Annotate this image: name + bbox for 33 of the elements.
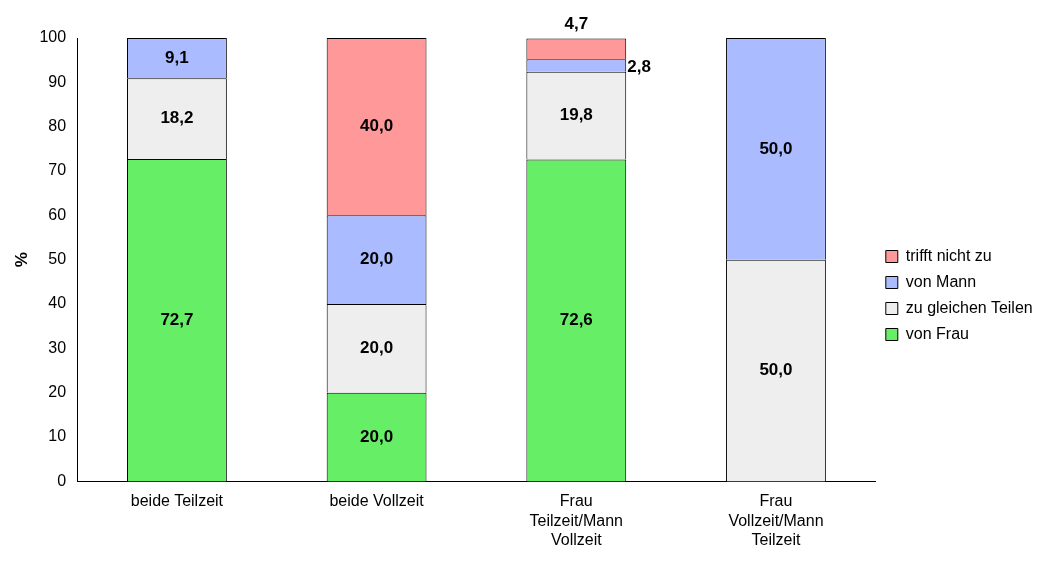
y-tick-label: 100 (39, 28, 67, 46)
y-tick-label: 90 (48, 72, 67, 90)
y-tick-label: 10 (48, 427, 67, 445)
data-label: 2,8 (627, 57, 651, 77)
legend-label: von Frau (905, 324, 969, 342)
x-tick-label: Frau Vollzeit/Mann Teilzeit (728, 492, 824, 548)
data-label: 72,7 (160, 309, 194, 329)
data-label: 40,0 (360, 116, 394, 136)
y-axis-title: % (11, 252, 31, 268)
data-label: 18,2 (160, 108, 194, 128)
y-tick-label: 0 (57, 471, 67, 489)
data-label: 9,1 (165, 47, 189, 67)
legend-label: trifft nicht zu (905, 246, 992, 264)
x-tick-label: Frau Teilzeit/Mann Vollzeit (529, 492, 623, 548)
data-label: 72,6 (559, 310, 593, 330)
y-tick-label: 80 (48, 117, 67, 135)
y-tick-label: 60 (48, 205, 67, 223)
x-tick-label: beide Vollzeit (329, 492, 425, 510)
data-label: 20,0 (360, 426, 394, 446)
y-tick-label: 50 (48, 250, 67, 268)
data-label: 4,7 (564, 13, 589, 33)
y-tick-label: 40 (48, 294, 67, 312)
y-tick-label: 30 (48, 338, 67, 356)
data-label: 50,0 (759, 360, 793, 380)
legend-label: von Mann (905, 272, 977, 290)
y-tick-label: 70 (48, 161, 67, 179)
x-tick-label: beide Teilzeit (130, 492, 224, 510)
data-label: 50,0 (759, 138, 793, 158)
data-label: 20,0 (360, 249, 394, 269)
data-label: 19,8 (559, 105, 593, 125)
y-tick-label: 20 (48, 383, 67, 401)
legend-label: zu gleichen Teilen (905, 298, 1033, 316)
data-label: 20,0 (360, 338, 394, 358)
